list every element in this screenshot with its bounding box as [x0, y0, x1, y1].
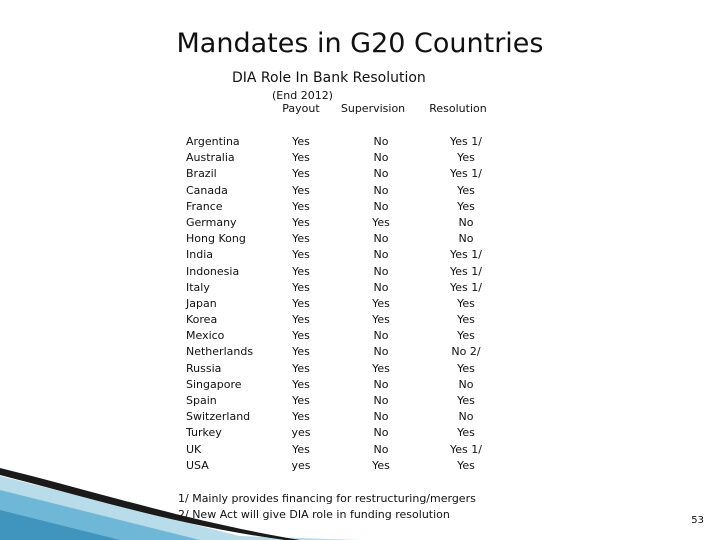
supervision-cell: No	[373, 442, 389, 456]
supervision-cell: Yes	[372, 361, 390, 375]
decorative-swoosh	[0, 468, 360, 540]
supervision-cell: No	[373, 167, 389, 181]
payout-cell: Yes	[292, 248, 310, 262]
resolution-cell: Yes	[457, 183, 475, 197]
supervision-cell: No	[373, 151, 389, 165]
resolution-cell: Yes 1/	[450, 135, 482, 148]
resolution-cell: Yes	[457, 426, 475, 440]
resolution-cell: Yes	[457, 361, 475, 375]
payout-cell: Yes	[292, 296, 310, 310]
payout-cell: Yes	[292, 410, 310, 424]
supervision-cell: Yes	[372, 313, 390, 327]
country-cell: Netherlands	[186, 345, 254, 359]
payout-cell: Yes	[292, 199, 310, 213]
payout-cell: Yes	[292, 442, 310, 456]
country-cell: Spain	[186, 394, 217, 407]
country-cell: Indonesia	[186, 264, 240, 278]
country-cell: Italy	[186, 280, 210, 294]
country-cell: Canada	[186, 183, 228, 197]
supervision-cell: No	[373, 232, 389, 246]
supervision-cell: Yes	[372, 458, 390, 472]
payout-cell: Yes	[292, 377, 310, 391]
payout-cell: Yes	[292, 313, 310, 327]
resolution-cell: No	[458, 215, 474, 229]
payout-cell: Yes	[292, 394, 310, 407]
supervision-cell: No	[373, 377, 389, 391]
resolution-cell: Yes	[457, 296, 475, 310]
resolution-cell: Yes	[457, 394, 475, 407]
supervision-cell: No	[373, 264, 389, 278]
footnote-2: 2/ New Act will give DIA role in funding…	[178, 508, 450, 521]
country-cell: Germany	[186, 215, 237, 229]
resolution-cell: Yes 1/	[450, 280, 482, 294]
supervision-cell: No	[373, 410, 389, 424]
payout-cell: Yes	[292, 329, 310, 343]
country-cell: Singapore	[186, 377, 242, 391]
country-cell: UK	[186, 442, 202, 456]
supervision-cell: No	[373, 329, 389, 343]
payout-cell: yes	[291, 426, 311, 440]
resolution-cell: Yes 1/	[450, 442, 482, 456]
supervision-cell: No	[373, 199, 389, 213]
resolution-cell: No 2/	[451, 345, 481, 359]
supervision-cell: Yes	[372, 296, 390, 310]
payout-cell: Yes	[292, 183, 310, 197]
country-cell: Korea	[186, 313, 218, 327]
resolution-cell: Yes 1/	[450, 167, 482, 181]
resolution-cell: No	[458, 377, 474, 391]
resolution-cell: Yes	[457, 313, 475, 327]
supervision-cell: No	[373, 135, 389, 148]
payout-cell: Yes	[292, 361, 310, 375]
supervision-cell: No	[373, 394, 389, 407]
country-cell: Australia	[186, 151, 235, 165]
payout-cell: yes	[291, 458, 311, 472]
country-cell: Russia	[186, 361, 222, 375]
table-subtitle: DIA Role In Bank Resolution	[232, 70, 426, 86]
payout-cell: Yes	[292, 280, 310, 294]
footnote-1: 1/ Mainly provides financing for restruc…	[178, 492, 476, 505]
country-cell: France	[186, 199, 223, 213]
payout-cell: Yes	[292, 232, 310, 246]
country-cell: India	[186, 248, 213, 262]
supervision-cell: No	[373, 345, 389, 359]
resolution-cell: Yes	[457, 329, 475, 343]
country-cell: USA	[186, 458, 209, 472]
resolution-cell: Yes 1/	[450, 248, 482, 262]
payout-cell: Yes	[292, 215, 310, 229]
supervision-cell: No	[373, 280, 389, 294]
page-number: 53	[691, 515, 704, 526]
supervision-cell: Yes	[372, 215, 390, 229]
resolution-cell: Yes	[457, 151, 475, 165]
supervision-cell: No	[373, 248, 389, 262]
country-cell: Brazil	[186, 167, 217, 181]
country-cell: Mexico	[186, 329, 225, 343]
payout-cell: Yes	[292, 167, 310, 181]
country-cell: Hong Kong	[186, 232, 246, 246]
supervision-cell: No	[373, 183, 389, 197]
resolution-cell: Yes	[457, 458, 475, 472]
resolution-cell: Yes 1/	[450, 264, 482, 278]
resolution-cell: Yes	[457, 199, 475, 213]
supervision-cell: No	[373, 426, 389, 440]
payout-cell: Yes	[292, 151, 310, 165]
resolution-cell: No	[458, 410, 474, 424]
column-header-supervision: Supervision	[340, 102, 406, 115]
country-cell: Switzerland	[186, 410, 251, 424]
column-header-resolution: Resolution	[429, 102, 487, 115]
resolution-cell: No	[458, 232, 474, 246]
payout-cell: Yes	[292, 345, 310, 359]
date-note: (End 2012)	[272, 89, 333, 102]
country-cell: Turkey	[186, 426, 222, 440]
page-title: Mandates in G20 Countries	[176, 28, 544, 59]
country-cell: Japan	[186, 296, 217, 310]
column-header-payout: Payout	[282, 102, 320, 115]
country-cell: Argentina	[186, 135, 240, 148]
payout-cell: Yes	[292, 135, 310, 148]
payout-cell: Yes	[292, 264, 310, 278]
